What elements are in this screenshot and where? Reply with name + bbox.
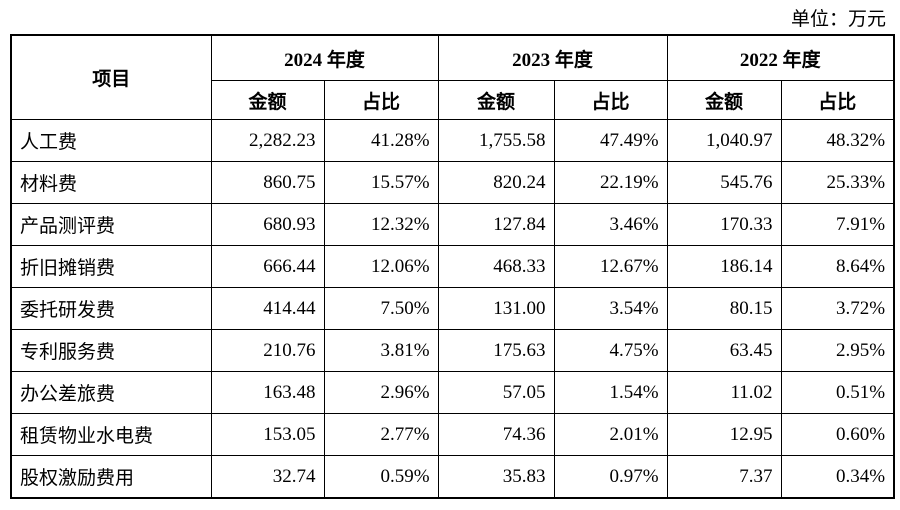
row-label: 专利服务费 xyxy=(10,329,212,372)
cell: 468.33 xyxy=(437,245,555,288)
cell: 131.00 xyxy=(437,287,555,330)
cell: 12.06% xyxy=(323,245,439,288)
table-header: 项目 2024 年度 2023 年度 2022 年度 金额 占比 金额 占比 金额 占比 xyxy=(10,34,895,120)
header-row: 项目 2024 年度 2023 年度 2022 年度 xyxy=(10,34,895,120)
row-label: 产品测评费 xyxy=(10,203,212,246)
cell: 11.02 xyxy=(666,371,782,414)
cell: 63.45 xyxy=(666,329,782,372)
year-header: 2022 年度 xyxy=(666,34,895,81)
cell: 414.44 xyxy=(210,287,325,330)
table-body: 人工费 2,282.23 41.28% 1,755.58 47.49% 1,040.97 4… xyxy=(10,119,895,499)
expense-table: 项目 2024 年度 2023 年度 2022 年度 金额 占比 金额 占比 金额 占比 人工… xyxy=(10,34,896,499)
cell: 680.93 xyxy=(210,203,325,246)
cell: 0.59% xyxy=(323,455,439,499)
cell: 8.64% xyxy=(780,245,895,288)
year-header: 2023 年度 xyxy=(437,34,668,81)
subheader: 占比 xyxy=(553,80,668,120)
table-row: 人工费 2,282.23 41.28% 1,755.58 47.49% 1,040.97 4… xyxy=(10,119,895,162)
row-label: 材料费 xyxy=(10,161,212,204)
row-label: 办公差旅费 xyxy=(10,371,212,414)
cell: 0.97% xyxy=(553,455,668,499)
unit-label: 单位：万元 xyxy=(790,9,886,30)
cell: 48.32% xyxy=(780,119,895,162)
subheader-row: 金额 占比 金额 占比 金额 占比 xyxy=(11,80,895,120)
year-header: 2024 年度 xyxy=(210,34,439,81)
cell: 2.01% xyxy=(553,413,668,456)
cell: 7.91% xyxy=(780,203,895,246)
cell: 3.54% xyxy=(553,287,668,330)
subheader: 金额 xyxy=(666,80,782,120)
cell: 1,755.58 xyxy=(437,119,555,162)
table-row: 折旧摊销费 666.44 12.06% 468.33 12.67% 186.14 8.64% xyxy=(10,245,895,288)
cell: 22.19% xyxy=(553,161,668,204)
cell: 7.50% xyxy=(323,287,439,330)
cell: 545.76 xyxy=(666,161,782,204)
table-row: 租赁物业水电费 153.05 2.77% 74.36 2.01% 12.95 0.60% xyxy=(10,413,895,456)
row-label: 股权激励费用 xyxy=(10,455,212,499)
cell: 153.05 xyxy=(210,413,325,456)
cell: 127.84 xyxy=(437,203,555,246)
cell: 175.63 xyxy=(437,329,555,372)
row-label: 委托研发费 xyxy=(10,287,212,330)
cell: 860.75 xyxy=(210,161,325,204)
cell: 35.83 xyxy=(437,455,555,499)
subheader: 金额 xyxy=(210,80,325,120)
cell: 12.95 xyxy=(666,413,782,456)
cell: 210.76 xyxy=(210,329,325,372)
cell: 2,282.23 xyxy=(210,119,325,162)
cell: 57.05 xyxy=(437,371,555,414)
cell: 666.44 xyxy=(210,245,325,288)
table-row: 产品测评费 680.93 12.32% 127.84 3.46% 170.33 7.91% xyxy=(10,203,895,246)
cell: 32.74 xyxy=(210,455,325,499)
cell: 2.77% xyxy=(323,413,439,456)
table-row: 委托研发费 414.44 7.50% 131.00 3.54% 80.15 3.72% xyxy=(10,287,895,330)
cell: 15.57% xyxy=(323,161,439,204)
cell: 41.28% xyxy=(323,119,439,162)
item-header: 项目 xyxy=(10,34,212,120)
table-row: 股权激励费用 32.74 0.59% 35.83 0.97% 7.37 0.34% xyxy=(10,455,895,499)
table-row: 专利服务费 210.76 3.81% 175.63 4.75% 63.45 2.95% xyxy=(10,329,895,372)
table-row: 材料费 860.75 15.57% 820.24 22.19% 545.76 25.33% xyxy=(10,161,895,204)
cell: 4.75% xyxy=(553,329,668,372)
row-label: 人工费 xyxy=(10,119,212,162)
cell: 820.24 xyxy=(437,161,555,204)
cell: 0.34% xyxy=(780,455,895,499)
cell: 1,040.97 xyxy=(666,119,782,162)
cell: 2.95% xyxy=(780,329,895,372)
cell: 163.48 xyxy=(210,371,325,414)
cell: 25.33% xyxy=(780,161,895,204)
cell: 3.81% xyxy=(323,329,439,372)
cell: 2.96% xyxy=(323,371,439,414)
cell: 1.54% xyxy=(553,371,668,414)
row-label: 租赁物业水电费 xyxy=(10,413,212,456)
cell: 74.36 xyxy=(437,413,555,456)
subheader: 占比 xyxy=(780,80,895,120)
cell: 12.32% xyxy=(323,203,439,246)
subheader: 占比 xyxy=(323,80,439,120)
cell: 12.67% xyxy=(553,245,668,288)
row-label: 折旧摊销费 xyxy=(10,245,212,288)
cell: 47.49% xyxy=(553,119,668,162)
cell: 170.33 xyxy=(666,203,782,246)
cell: 0.51% xyxy=(780,371,895,414)
cell: 3.46% xyxy=(553,203,668,246)
cell: 0.60% xyxy=(780,413,895,456)
table-row: 办公差旅费 163.48 2.96% 57.05 1.54% 11.02 0.51% xyxy=(10,371,895,414)
subheader: 金额 xyxy=(437,80,555,120)
cell: 7.37 xyxy=(666,455,782,499)
cell: 186.14 xyxy=(666,245,782,288)
cell: 80.15 xyxy=(666,287,782,330)
cell: 3.72% xyxy=(780,287,895,330)
